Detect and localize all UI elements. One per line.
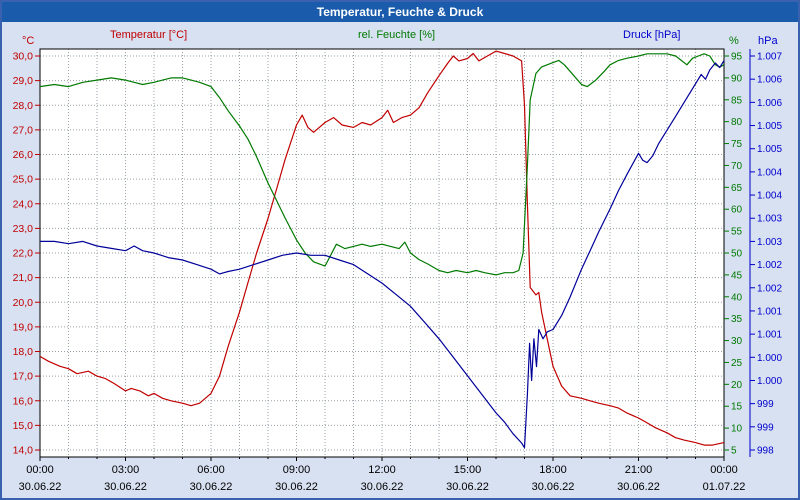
svg-text:30.06.22: 30.06.22 (532, 481, 575, 493)
svg-text:17,0: 17,0 (13, 371, 34, 383)
svg-text:75: 75 (731, 139, 743, 150)
svg-text:30.06.22: 30.06.22 (104, 481, 147, 493)
svg-text:85: 85 (731, 95, 743, 106)
svg-text:90: 90 (731, 73, 743, 84)
svg-text:20: 20 (731, 380, 743, 391)
svg-text:16,0: 16,0 (13, 395, 34, 407)
svg-text:22,0: 22,0 (13, 248, 34, 260)
unit-label-percent: % (729, 35, 739, 47)
svg-text:30.06.22: 30.06.22 (446, 481, 489, 493)
svg-text:1.002: 1.002 (757, 283, 782, 294)
svg-text:18,0: 18,0 (13, 346, 34, 358)
svg-text:21,0: 21,0 (13, 272, 34, 284)
svg-text:1.000: 1.000 (757, 353, 782, 364)
svg-text:1.003: 1.003 (757, 237, 782, 248)
svg-text:18:00: 18:00 (539, 464, 567, 476)
svg-text:06:00: 06:00 (197, 464, 225, 476)
svg-text:30.06.22: 30.06.22 (617, 481, 660, 493)
svg-text:50: 50 (731, 249, 743, 260)
svg-text:12:00: 12:00 (368, 464, 396, 476)
svg-text:15:00: 15:00 (454, 464, 482, 476)
svg-text:998: 998 (757, 446, 774, 457)
svg-text:1.002: 1.002 (757, 260, 782, 271)
svg-text:01.07.22: 01.07.22 (703, 481, 746, 493)
unit-label-celsius: °C (22, 35, 35, 47)
svg-text:20,0: 20,0 (13, 297, 34, 309)
svg-text:1.003: 1.003 (757, 214, 782, 225)
svg-text:14,0: 14,0 (13, 445, 34, 457)
svg-text:23,0: 23,0 (13, 223, 34, 235)
svg-text:28,0: 28,0 (13, 100, 34, 112)
svg-text:30: 30 (731, 336, 743, 347)
unit-label-hpa: hPa (758, 35, 778, 47)
svg-text:60: 60 (731, 205, 743, 216)
svg-text:5: 5 (731, 446, 737, 457)
svg-text:15,0: 15,0 (13, 420, 34, 432)
svg-text:55: 55 (731, 227, 743, 238)
svg-text:1.001: 1.001 (757, 306, 782, 317)
svg-text:1.005: 1.005 (757, 121, 782, 132)
svg-text:27,0: 27,0 (13, 124, 34, 136)
svg-text:25,0: 25,0 (13, 174, 34, 186)
svg-text:1.001: 1.001 (757, 330, 782, 341)
svg-text:1.005: 1.005 (757, 144, 782, 155)
svg-text:19,0: 19,0 (13, 321, 34, 333)
svg-text:15: 15 (731, 402, 743, 413)
svg-text:70: 70 (731, 161, 743, 172)
svg-text:1.007: 1.007 (757, 52, 782, 63)
svg-text:30.06.22: 30.06.22 (361, 481, 404, 493)
svg-text:03:00: 03:00 (112, 464, 140, 476)
title-bar: Temperatur, Feuchte & Druck (2, 2, 798, 22)
svg-text:21:00: 21:00 (625, 464, 653, 476)
svg-text:40: 40 (731, 292, 743, 303)
svg-text:95: 95 (731, 52, 743, 63)
svg-text:80: 80 (731, 117, 743, 128)
svg-text:00:00: 00:00 (26, 464, 54, 476)
svg-text:1.006: 1.006 (757, 98, 782, 109)
svg-text:30.06.22: 30.06.22 (19, 481, 62, 493)
svg-text:1.004: 1.004 (757, 167, 782, 178)
svg-text:24,0: 24,0 (13, 198, 34, 210)
legend-humidity: rel. Feuchte [%] (358, 29, 436, 41)
svg-text:65: 65 (731, 183, 743, 194)
svg-text:29,0: 29,0 (13, 75, 34, 87)
page-title: Temperatur, Feuchte & Druck (316, 5, 484, 19)
svg-text:1.000: 1.000 (757, 376, 782, 387)
svg-text:30.06.22: 30.06.22 (190, 481, 233, 493)
svg-text:1.006: 1.006 (757, 75, 782, 86)
legend-pressure: Druck [hPa] (623, 29, 681, 41)
svg-text:30,0: 30,0 (13, 51, 34, 63)
svg-text:999: 999 (757, 399, 774, 410)
legend-temperature: Temperatur [°C] (110, 29, 188, 41)
svg-text:25: 25 (731, 358, 743, 369)
svg-text:26,0: 26,0 (13, 149, 34, 161)
svg-text:10: 10 (731, 424, 743, 435)
svg-text:1.004: 1.004 (757, 191, 782, 202)
svg-text:45: 45 (731, 270, 743, 281)
svg-text:35: 35 (731, 314, 743, 325)
svg-text:30.06.22: 30.06.22 (275, 481, 318, 493)
svg-text:00:00: 00:00 (710, 464, 738, 476)
svg-text:999: 999 (757, 422, 774, 433)
svg-text:09:00: 09:00 (283, 464, 311, 476)
